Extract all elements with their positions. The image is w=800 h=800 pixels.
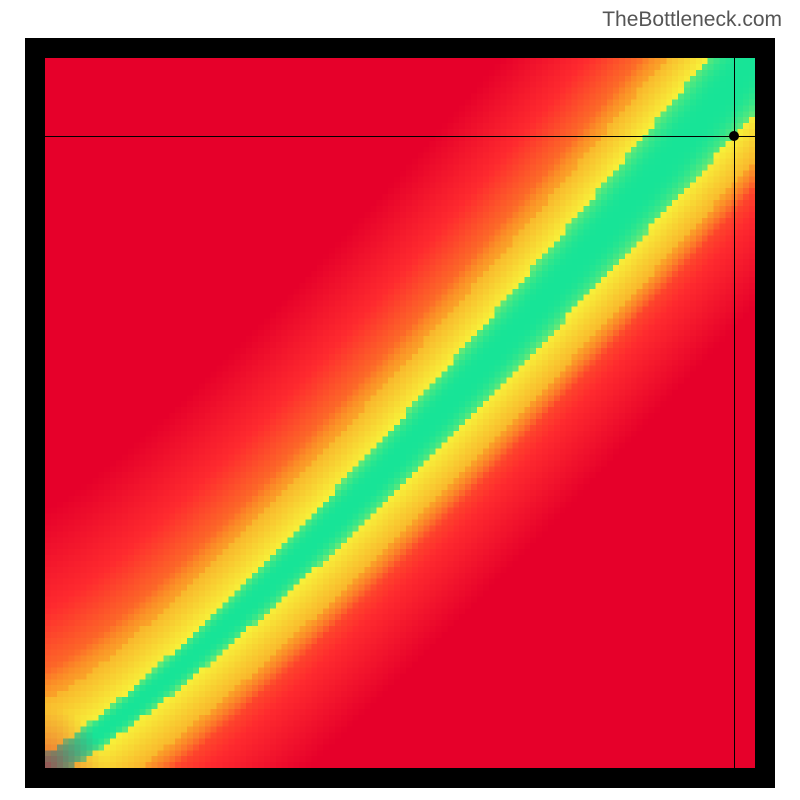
heatmap-chart [25, 38, 775, 788]
attribution-text: TheBottleneck.com [602, 8, 782, 32]
root: TheBottleneck.com [0, 0, 800, 800]
heatmap-canvas [45, 58, 755, 768]
